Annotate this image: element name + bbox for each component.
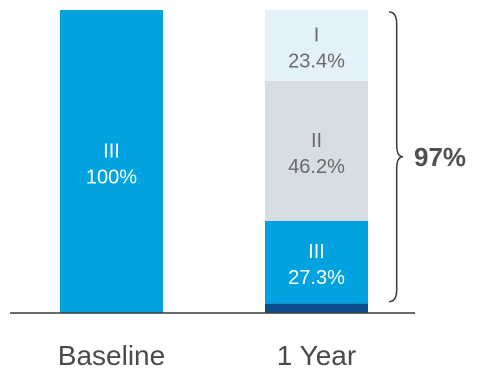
segment-value-label: 46.2% <box>288 156 345 178</box>
segment-value-label: 27.3% <box>288 267 345 289</box>
brace-annotation <box>388 11 404 303</box>
segment-name-label: III <box>103 141 120 163</box>
segment-value-label: 100% <box>86 167 137 189</box>
category-label: 1 Year <box>277 340 356 370</box>
bars-group: III 100% III 27.3% II 46.2% I 23.4% <box>60 10 368 313</box>
segment-name-label: III <box>308 241 325 263</box>
segment-name-label: I <box>314 24 320 46</box>
bar-segment-1-year-ii <box>265 80 368 221</box>
bar-segment-baseline-iii <box>60 10 163 313</box>
category-labels: Baseline 1 Year <box>58 340 356 370</box>
bar-segment-1-year-iv <box>265 303 368 313</box>
bar-segment-1-year-i <box>265 10 368 81</box>
segment-name-label: II <box>311 130 322 152</box>
brace-annotation-label: 97% <box>414 142 466 172</box>
category-label: Baseline <box>58 340 165 370</box>
segment-value-label: 23.4% <box>288 50 345 72</box>
bar-segment-1-year-iii <box>265 220 368 304</box>
